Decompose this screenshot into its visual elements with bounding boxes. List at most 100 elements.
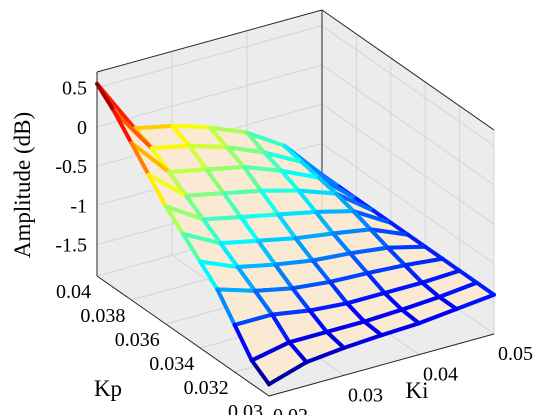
z-tick-label: -1.5 (55, 235, 87, 257)
mesh-line (129, 141, 171, 174)
mesh-line (146, 172, 168, 209)
mesh-line (440, 256, 462, 273)
x-axis-label: Kp (94, 376, 122, 401)
mesh-line (187, 143, 209, 172)
mesh-line (345, 291, 387, 306)
mesh-line (245, 130, 267, 155)
mesh-line (420, 280, 442, 300)
mesh-line (290, 286, 312, 313)
mesh-line (224, 145, 267, 155)
mesh-line (170, 123, 192, 148)
mesh-line (299, 159, 321, 180)
mesh-line (362, 307, 404, 324)
mesh-line (215, 287, 237, 327)
mesh-line (348, 245, 390, 256)
mesh-line (304, 345, 346, 365)
back-wall-right (322, 10, 494, 334)
mesh-line (351, 209, 373, 232)
mesh-line (270, 308, 312, 317)
mesh-line (365, 271, 387, 296)
mesh-line (95, 81, 117, 114)
mesh-line (365, 263, 407, 276)
mesh-line (437, 280, 479, 300)
mesh-line (207, 125, 229, 150)
mesh-line (224, 145, 246, 169)
mesh-line (331, 227, 373, 236)
mesh-line (163, 204, 206, 222)
mesh-line (399, 307, 421, 326)
mesh-line (276, 210, 318, 217)
mesh-line (129, 141, 151, 177)
mesh-line (184, 193, 206, 222)
mesh-line (241, 165, 284, 173)
mesh-line (324, 329, 346, 350)
mesh-line (181, 232, 223, 246)
mesh-line (293, 236, 315, 263)
z-tick-label: 0.5 (62, 78, 87, 100)
surface-cell (249, 340, 309, 387)
mesh-line (267, 360, 309, 387)
mesh-line (334, 191, 376, 213)
surface-face (165, 206, 221, 244)
mesh-line (307, 308, 329, 334)
mesh-line (238, 215, 260, 243)
mesh-line (221, 188, 264, 196)
mesh-line (235, 262, 278, 270)
mesh-line (256, 238, 278, 267)
mesh-line (382, 280, 425, 296)
surface-face (281, 170, 337, 194)
mesh-line (296, 188, 318, 215)
surface-face (251, 342, 307, 385)
mesh-line (163, 204, 185, 236)
mesh-line (149, 143, 192, 151)
mesh-line (252, 286, 295, 293)
mesh-line (342, 333, 384, 350)
mesh-line (385, 245, 407, 268)
surface-face (209, 127, 265, 153)
mesh-line (215, 287, 257, 293)
mesh-line (420, 268, 462, 285)
mesh-line (204, 167, 226, 196)
mesh-line (235, 265, 257, 293)
mesh-line (249, 358, 271, 387)
mesh-line (245, 130, 287, 148)
surface-face (326, 321, 382, 348)
mesh-line (287, 340, 309, 365)
mesh-line (273, 262, 295, 291)
mesh-line (112, 109, 134, 146)
mesh-line (313, 209, 356, 215)
kp-tick-label: 0.034 (149, 353, 194, 375)
mesh-line (399, 295, 442, 312)
box-edge (96, 9, 323, 73)
surface-face (131, 143, 187, 196)
surface-face (247, 132, 302, 162)
mesh-line (307, 301, 350, 313)
mesh-line (252, 288, 275, 317)
kp-tick-label: 0.032 (184, 377, 229, 399)
mesh-line (331, 231, 353, 256)
mesh-line (313, 210, 335, 236)
mesh-line (310, 251, 353, 263)
mesh-line (218, 238, 260, 246)
mesh-line (368, 227, 390, 250)
mesh-line (187, 143, 229, 150)
mesh-line (201, 215, 243, 222)
z-tick-label: -0.5 (55, 156, 87, 178)
ki-tick-label: 0.04 (423, 364, 458, 386)
axes-front-edges (96, 72, 495, 397)
surface-face (401, 297, 457, 324)
mesh-line (279, 168, 301, 193)
mesh-line (382, 291, 404, 312)
kp-tick-label: 0.04 (56, 281, 91, 303)
mesh-line (181, 232, 203, 264)
mesh-line (221, 191, 243, 220)
mesh-line (166, 169, 189, 198)
mesh-line (198, 259, 220, 292)
mesh-line (276, 212, 298, 241)
mesh-line (437, 295, 459, 312)
mesh-line (259, 188, 281, 217)
mesh-line (406, 232, 428, 249)
mesh-line (324, 319, 367, 334)
mesh-line (198, 259, 240, 270)
